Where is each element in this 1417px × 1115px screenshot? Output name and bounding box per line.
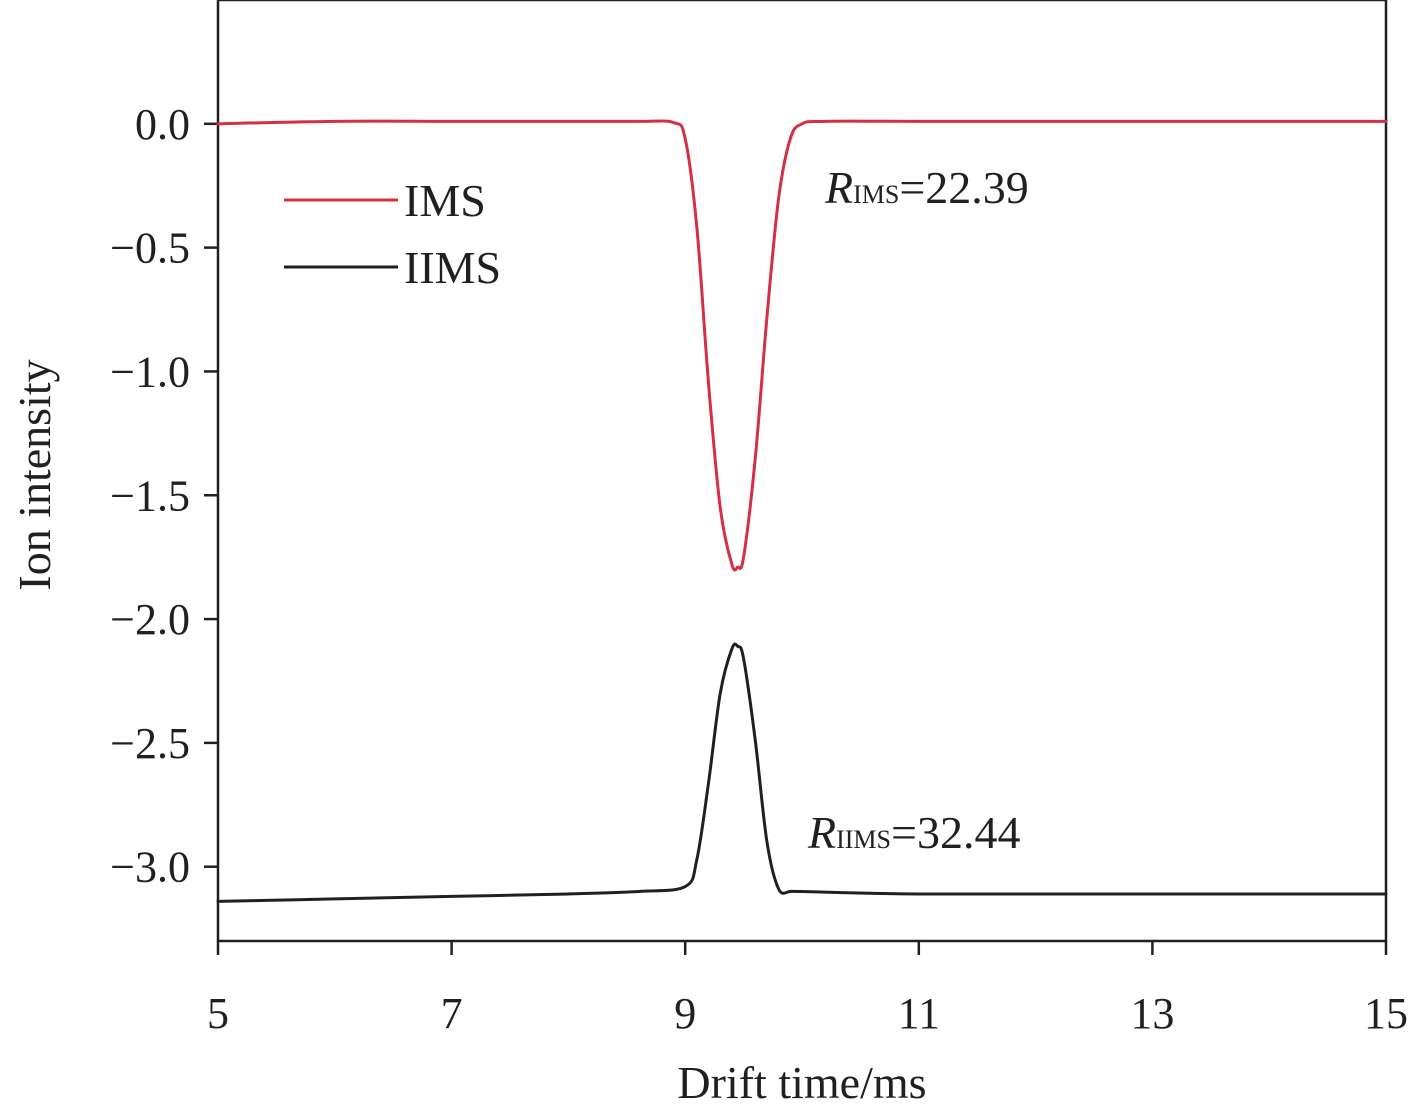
x-tick-label: 5 [207,989,229,1038]
annotation-r-iims: RIIMS=32.44 [807,807,1020,858]
annotation-r-iims-symbol: R [807,807,836,858]
legend-label-iims: IIMS [404,242,501,293]
y-tick-label: −1.5 [110,471,190,520]
series-layer [216,119,1388,903]
legend: IMS IIMS [284,175,501,293]
x-tick-label: 11 [898,989,940,1038]
annotation-r-iims-subscript: IIMS [836,825,891,854]
y-tick-label: −0.5 [110,224,190,273]
y-axis-title: Ion intensity [9,359,60,590]
y-tick-label: −2.0 [110,595,190,644]
y-tick-label: −1.0 [110,347,190,396]
y-tick-label: −2.5 [110,719,190,768]
y-tick-label: 0.0 [135,100,190,149]
y-tick-label: −3.0 [110,843,190,892]
series-line-iims [216,642,1388,903]
x-tick-label: 15 [1364,989,1408,1038]
annotation-r-ims: RIMS=22.39 [824,162,1029,213]
x-axis: 5 7 9 11 13 15 [207,941,1408,1038]
x-tick-label: 13 [1130,989,1174,1038]
annotation-r-ims-value: =22.39 [899,162,1028,213]
annotation-r-ims-subscript: IMS [853,180,899,209]
plot-frame [216,0,1388,943]
annotation-r-ims-symbol: R [824,162,853,213]
legend-label-ims: IMS [404,175,486,226]
x-axis-title: Drift time/ms [677,1057,926,1108]
x-tick-label: 9 [674,989,696,1038]
series-line-ims [216,119,1388,572]
annotation-r-iims-value: =32.44 [891,807,1020,858]
y-axis: 0.0 −0.5 −1.0 −1.5 −2.0 −2.5 −3.0 [110,100,218,892]
x-tick-label: 7 [441,989,463,1038]
